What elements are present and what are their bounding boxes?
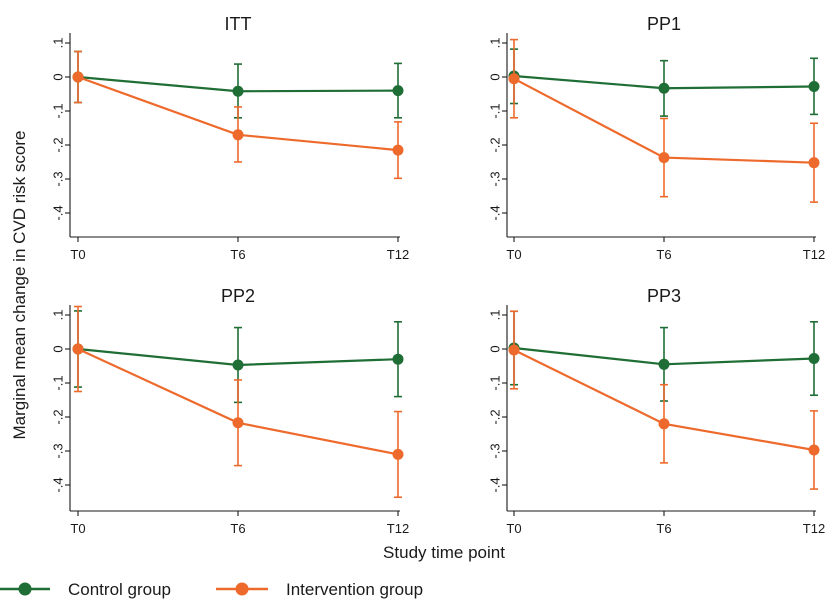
x-tick-label: T0 bbox=[70, 521, 85, 536]
series-intervention bbox=[508, 310, 820, 490]
x-tick-label: T12 bbox=[803, 521, 825, 536]
y-tick-label: -.3 bbox=[488, 171, 503, 186]
y-tick-label: -.1 bbox=[51, 103, 66, 118]
data-point bbox=[658, 418, 670, 430]
panel-itt: ITT .1 0 -.1 -.2 -.3 -.4 T0 T6 T12 bbox=[51, 14, 410, 262]
legend-control-label: Control group bbox=[68, 580, 171, 599]
data-point bbox=[808, 157, 820, 169]
series-intervention bbox=[508, 38, 820, 203]
x-tick-label: T0 bbox=[506, 247, 521, 262]
x-tick-label: T12 bbox=[803, 247, 825, 262]
y-tick-label: -.2 bbox=[488, 409, 503, 424]
legend-control-marker bbox=[18, 582, 32, 596]
data-point bbox=[72, 71, 84, 83]
data-point bbox=[232, 417, 244, 429]
data-point bbox=[658, 152, 670, 164]
y-tick-label: .1 bbox=[51, 310, 66, 321]
x-tick-label: T12 bbox=[387, 247, 409, 262]
series-intervention bbox=[72, 305, 404, 499]
x-tick-label: T0 bbox=[70, 247, 85, 262]
y-axis-label: Marginal mean change in CVD risk score bbox=[10, 131, 29, 440]
panel-pp3: PP3 .1 0 -.1 -.2 -.3 -.4 T0 T6 T12 bbox=[488, 286, 826, 536]
panel-pp2: PP2 .1 0 -.1 -.2 -.3 -.4 T0 T6 T12 bbox=[51, 286, 410, 536]
data-point bbox=[392, 448, 404, 460]
y-tick-label: .1 bbox=[488, 310, 503, 321]
data-point bbox=[392, 353, 404, 365]
panels: ITT .1 0 -.1 -.2 -.3 -.4 T0 T6 T12 PP1 .1 0 -.1 -.2 -.3… bbox=[51, 14, 826, 536]
panel-title: PP1 bbox=[647, 14, 681, 34]
panel-title: ITT bbox=[225, 14, 252, 34]
data-point bbox=[232, 85, 244, 97]
y-tick-label: 0 bbox=[488, 345, 503, 352]
data-point bbox=[232, 129, 244, 141]
x-tick-label: T6 bbox=[656, 521, 671, 536]
panel-pp1: PP1 .1 0 -.1 -.2 -.3 -.4 T0 T6 T12 bbox=[488, 14, 826, 262]
x-tick-label: T6 bbox=[656, 247, 671, 262]
panel-title: PP2 bbox=[221, 286, 255, 306]
y-tick-label: .1 bbox=[51, 38, 66, 49]
data-point bbox=[658, 358, 670, 370]
y-tick-label: -.1 bbox=[488, 375, 503, 390]
data-point bbox=[72, 343, 84, 355]
x-tick-label: T12 bbox=[387, 521, 409, 536]
x-tick-label: T0 bbox=[506, 521, 521, 536]
y-tick-label: .1 bbox=[488, 38, 503, 49]
y-tick-label: -.2 bbox=[51, 137, 66, 152]
y-tick-label: 0 bbox=[488, 73, 503, 80]
data-point bbox=[232, 359, 244, 371]
y-tick-label: -.1 bbox=[51, 375, 66, 390]
y-tick-label: -.2 bbox=[488, 137, 503, 152]
legend: Control group Intervention group bbox=[0, 580, 423, 599]
y-tick-label: 0 bbox=[51, 345, 66, 352]
data-point bbox=[808, 353, 820, 365]
y-tick-label: -.2 bbox=[51, 409, 66, 424]
data-point bbox=[508, 344, 520, 356]
y-tick-label: -.3 bbox=[51, 171, 66, 186]
legend-intervention-marker bbox=[235, 582, 249, 596]
panel-title: PP3 bbox=[647, 286, 681, 306]
y-tick-label: -.4 bbox=[488, 477, 503, 492]
data-point bbox=[392, 144, 404, 156]
y-tick-label: -.3 bbox=[488, 443, 503, 458]
x-axis-label: Study time point bbox=[383, 543, 505, 562]
y-tick-label: -.4 bbox=[488, 205, 503, 220]
y-tick-label: -.1 bbox=[488, 103, 503, 118]
data-point bbox=[392, 85, 404, 97]
y-tick-label: 0 bbox=[51, 73, 66, 80]
series-intervention bbox=[72, 50, 404, 180]
y-tick-label: -.3 bbox=[51, 443, 66, 458]
y-tick-label: -.4 bbox=[51, 205, 66, 220]
x-tick-label: T6 bbox=[230, 247, 245, 262]
series-control bbox=[508, 48, 820, 117]
data-point bbox=[658, 82, 670, 94]
data-point bbox=[808, 444, 820, 456]
legend-intervention-label: Intervention group bbox=[286, 580, 423, 599]
data-point bbox=[808, 81, 820, 93]
x-tick-label: T6 bbox=[230, 521, 245, 536]
data-point bbox=[508, 73, 520, 85]
y-tick-label: -.4 bbox=[51, 477, 66, 492]
